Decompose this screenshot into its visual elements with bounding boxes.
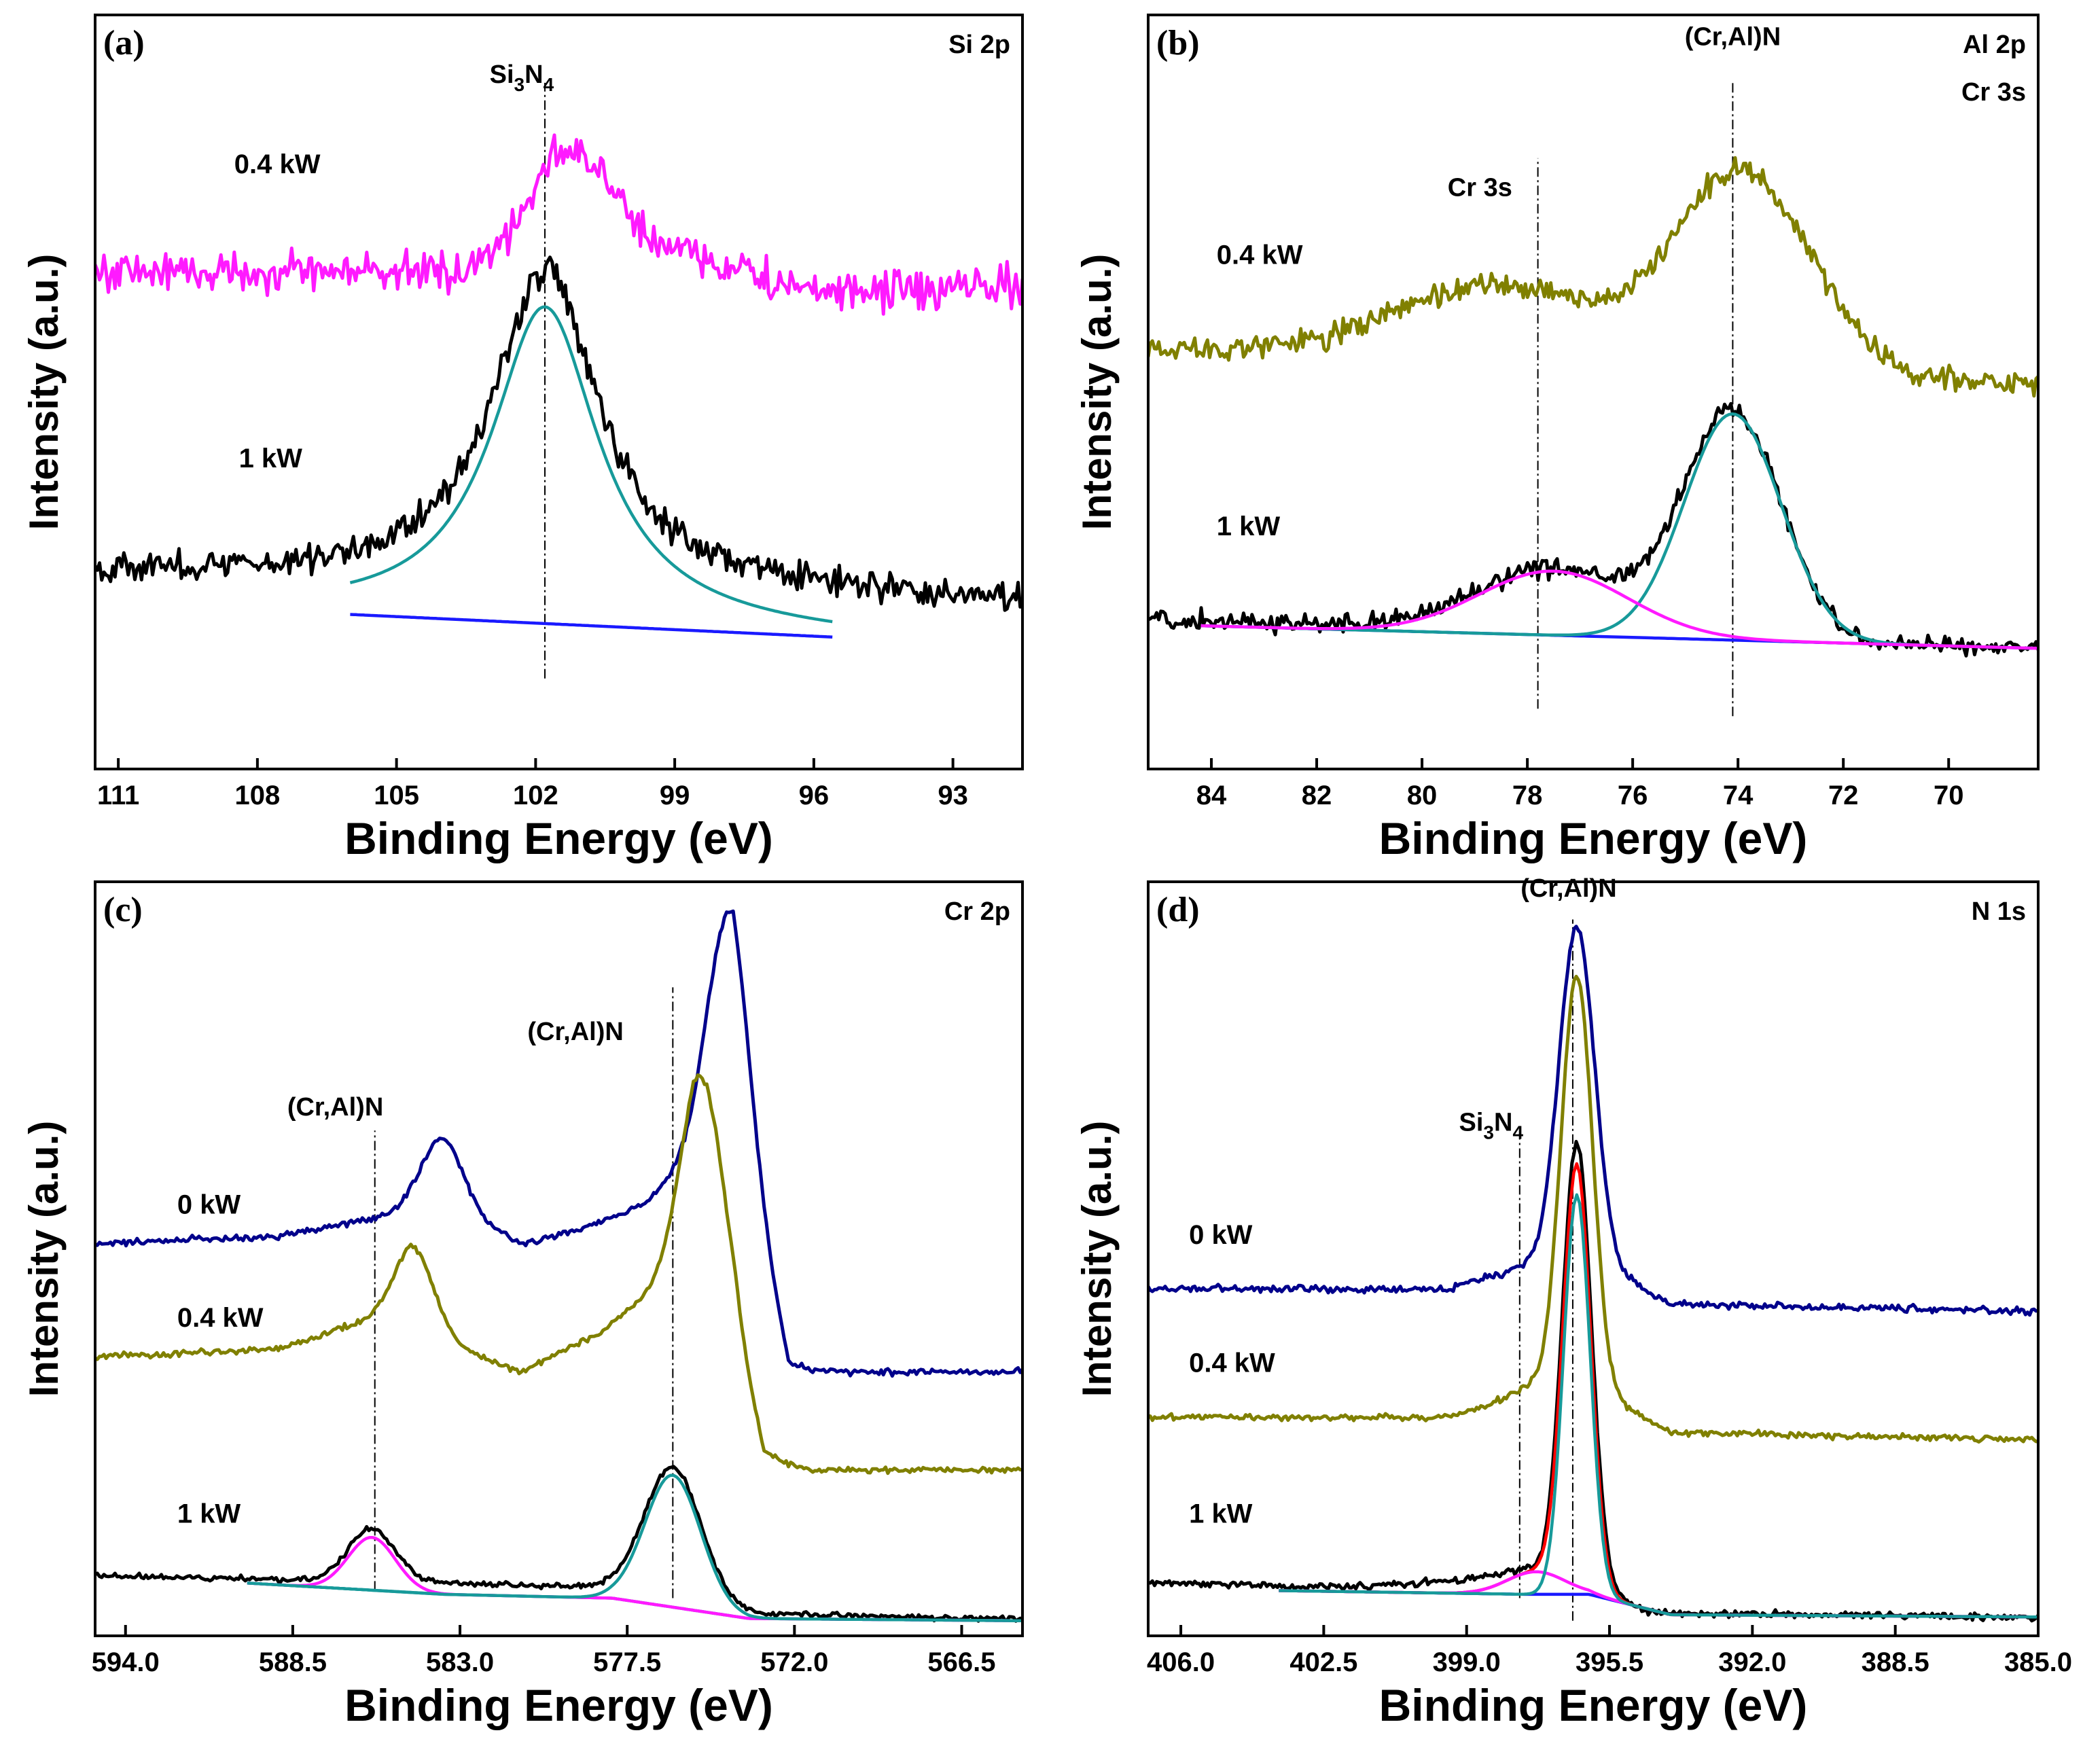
x-tick-label: 594.0 (92, 1647, 160, 1677)
series-line (1200, 412, 2038, 650)
x-tick-label: 111 (97, 781, 139, 810)
panel-label: (c) (103, 891, 143, 929)
series-line (1148, 401, 2038, 658)
x-tick-label: 577.5 (593, 1647, 661, 1677)
x-tick-label: 78 (1512, 781, 1543, 810)
series-line (95, 909, 1022, 1378)
y-axis-label: Intensity (a.u.) (1074, 1121, 1120, 1397)
series-line (1279, 1162, 2038, 1619)
panel-label: (a) (103, 24, 145, 62)
x-tick-label: 93 (938, 781, 968, 810)
plot-area (1148, 925, 2038, 1623)
panel-d: 406.0 402.5 399.0 395.5 392.0 388.5 385.0 Bindi… (1074, 874, 2072, 1730)
x-tick-label: 402.5 (1289, 1647, 1357, 1677)
x-axis-label: Binding Energy (eV) (344, 813, 773, 863)
x-tick-label: 566.5 (927, 1647, 995, 1677)
series-line (1148, 925, 2038, 1317)
x-tick-label: 105 (374, 781, 419, 810)
y-axis-label: Intensity (a.u.) (21, 1121, 67, 1397)
panel-a: 111 108 105 102 99 96 93 Binding Energy (eV) Int… (21, 14, 1024, 863)
series-line (1200, 569, 2038, 650)
x-tick-label: 108 (235, 781, 281, 810)
y-axis-label: Intensity (a.u.) (21, 254, 67, 531)
series-label: 1 kW (239, 444, 303, 473)
plot-frame (1147, 880, 2040, 1637)
x-tick-label: 572.0 (760, 1647, 828, 1677)
series-label: 1 kW (177, 1499, 241, 1529)
x-tick-label: 96 (799, 781, 830, 810)
x-tick-label: 72 (1828, 781, 1859, 810)
series-line (95, 255, 1022, 612)
x-tick-label: 388.5 (1862, 1647, 1929, 1677)
x-tick-label: 399.0 (1433, 1647, 1501, 1677)
series-label: 0 kW (1189, 1220, 1253, 1250)
chart-title: Cr 2p (944, 897, 1010, 926)
series-line (1148, 974, 2038, 1444)
series-line (95, 1465, 1022, 1623)
x-tick-label: 70 (1934, 781, 1964, 810)
series-label: 0.4 kW (1217, 240, 1303, 270)
panel-label: (b) (1156, 24, 1200, 62)
series-label: 0.4 kW (177, 1303, 264, 1333)
panel-b: 84 82 80 78 76 74 72 70 Binding Energy (eV) Inten… (1074, 14, 2040, 863)
x-tick-label: 588.5 (259, 1647, 327, 1677)
x-tick-label: 82 (1302, 781, 1332, 810)
x-tick-label: 80 (1407, 781, 1438, 810)
plot-area (1148, 156, 2038, 658)
series-line (247, 1473, 1022, 1623)
series-line (95, 1073, 1022, 1476)
x-tick-label: 406.0 (1147, 1647, 1215, 1677)
y-axis-label: Intensity (a.u.) (1074, 254, 1120, 531)
plot-area (95, 909, 1022, 1623)
series-line (1279, 1193, 2038, 1619)
series-label: 0 kW (177, 1190, 241, 1219)
annotation: Si3N4 (490, 60, 554, 95)
x-tick-label: 84 (1196, 781, 1227, 810)
annotation: (Cr,Al)N (1520, 874, 1616, 903)
annotation: (Cr,Al)N (527, 1018, 623, 1046)
series-line (349, 305, 833, 624)
panel-c: 594.0 588.5 583.0 577.5 572.0 566.5 Binding En… (21, 880, 1024, 1730)
plot-frame (94, 14, 1024, 770)
panel-label: (d) (1156, 891, 1200, 929)
annotation: (Cr,Al)N (287, 1093, 383, 1122)
series-label: 0.4 kW (1189, 1348, 1275, 1378)
series-label: 1 kW (1189, 1499, 1253, 1529)
annotation: Cr 3s (1448, 173, 1512, 202)
x-tick-label: 392.0 (1718, 1647, 1786, 1677)
x-axis-label: Binding Energy (eV) (1379, 1680, 1808, 1730)
x-axis-label: Binding Energy (eV) (344, 1680, 773, 1730)
x-axis-label: Binding Energy (eV) (1379, 813, 1808, 863)
x-tick-label: 76 (1618, 781, 1648, 810)
chart-subtitle: Cr 3s (1961, 78, 2026, 107)
plot-frame (94, 880, 1024, 1637)
plot-frame (1147, 14, 2040, 770)
x-tick-label: 102 (513, 781, 558, 810)
series-line (1148, 156, 2038, 398)
x-tick-label: 395.5 (1576, 1647, 1643, 1677)
chart-title: N 1s (1972, 897, 2026, 926)
series-line (95, 133, 1022, 316)
x-tick-label: 99 (660, 781, 690, 810)
series-label: 0.4 kW (234, 149, 321, 179)
series-label: 1 kW (1217, 512, 1281, 541)
x-tick-label: 583.0 (426, 1647, 494, 1677)
series-line (350, 613, 833, 639)
annotation: (Cr,Al)N (1685, 22, 1781, 51)
chart-title: Si 2p (948, 31, 1010, 59)
annotation: Si3N4 (1459, 1108, 1524, 1143)
x-tick-label: 74 (1723, 781, 1754, 810)
plot-area (95, 133, 1022, 639)
x-tick-label: 385.0 (2004, 1647, 2072, 1677)
chart-title: Al 2p (1963, 31, 2026, 59)
